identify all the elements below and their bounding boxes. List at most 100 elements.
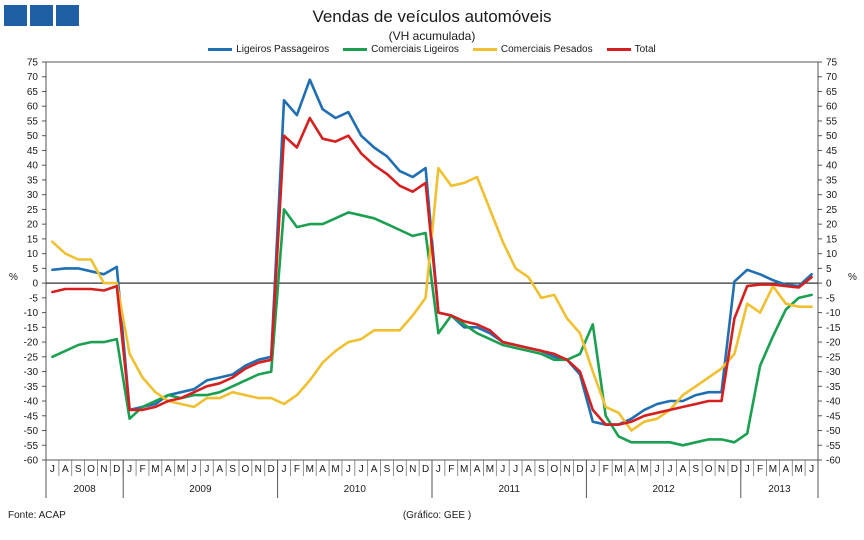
y-tick-label-right: -10	[826, 308, 841, 319]
series-line-comerciais-pesados	[51, 166, 813, 432]
month-tick-label: A	[319, 464, 326, 475]
y-tick-label-right: 75	[826, 58, 838, 69]
y-tick-label-left: 50	[27, 131, 39, 142]
logo-square	[56, 5, 79, 26]
legend-swatch	[472, 48, 497, 51]
y-tick-label-left: 5	[32, 264, 38, 275]
month-tick-label: D	[422, 464, 429, 475]
month-tick-label: A	[165, 464, 172, 475]
month-tick-label: S	[692, 464, 699, 475]
month-tick-label: O	[87, 464, 95, 475]
y-tick-label-left: 65	[27, 87, 39, 98]
month-tick-label: M	[177, 464, 185, 475]
y-tick-label-left: -35	[24, 382, 39, 393]
month-tick-label: J	[500, 464, 505, 475]
y-tick-label-left: -50	[24, 426, 39, 437]
month-tick-label: A	[782, 464, 789, 475]
month-tick-label: A	[216, 464, 223, 475]
month-tick-label: F	[603, 464, 609, 475]
month-tick-label: O	[550, 464, 558, 475]
y-tick-label-right: 45	[826, 146, 838, 157]
month-tick-label: A	[525, 464, 532, 475]
y-tick-label-left: 55	[27, 116, 39, 127]
y-tick-label-right: 10	[826, 249, 838, 260]
y-tick-label-left: -20	[24, 338, 39, 349]
y-tick-label-left: -60	[24, 456, 39, 467]
series-line-total	[51, 116, 813, 426]
legend-item-ligeiros: Ligeiros Passageiros	[208, 44, 329, 55]
month-tick-label: J	[809, 464, 814, 475]
y-tick-label-left: 60	[27, 102, 39, 113]
y-tick-label-left: 10	[27, 249, 39, 260]
y-axis-label-right: %	[848, 272, 857, 283]
y-tick-label-right: -35	[826, 382, 841, 393]
month-tick-label: M	[306, 464, 314, 475]
y-tick-label-left: -5	[29, 293, 38, 304]
month-tick-label: S	[229, 464, 236, 475]
month-tick-label: J	[204, 464, 209, 475]
logo-square	[4, 5, 27, 26]
month-tick-label: S	[384, 464, 391, 475]
y-tick-label-left: 40	[27, 161, 39, 172]
month-tick-label: F	[757, 464, 763, 475]
y-tick-label-left: -45	[24, 411, 39, 422]
month-tick-label: D	[576, 464, 583, 475]
logo	[4, 5, 79, 26]
month-tick-label: M	[614, 464, 622, 475]
y-tick-label-left: -40	[24, 397, 39, 408]
y-tick-label-right: -40	[826, 397, 841, 408]
month-tick-label: D	[268, 464, 275, 475]
source-note: Fonte: ACAP	[8, 510, 66, 521]
y-tick-label-right: 60	[826, 102, 838, 113]
month-tick-label: J	[127, 464, 132, 475]
year-tick-label: 2010	[344, 484, 367, 495]
month-tick-label: D	[731, 464, 738, 475]
y-tick-label-left: 20	[27, 220, 39, 231]
y-tick-label-left: 25	[27, 205, 39, 216]
y-tick-label-right: -45	[826, 411, 841, 422]
month-tick-label: F	[139, 464, 145, 475]
legend-item-comerciais-ligeiros: Comerciais Ligeiros	[343, 44, 459, 55]
y-tick-label-left: -30	[24, 367, 39, 378]
legend-label: Comerciais Ligeiros	[371, 44, 459, 55]
month-tick-label: A	[62, 464, 69, 475]
legend-item-comerciais-pesados: Comerciais Pesados	[472, 44, 593, 55]
month-tick-label: J	[745, 464, 750, 475]
credit-note: (Gráfico: GEE )	[402, 510, 472, 521]
month-tick-label: M	[769, 464, 777, 475]
y-tick-label-right: 30	[826, 190, 838, 201]
month-tick-label: O	[705, 464, 713, 475]
y-tick-label-left: -25	[24, 352, 39, 363]
month-tick-label: N	[255, 464, 262, 475]
y-tick-label-right: 65	[826, 87, 838, 98]
legend-swatch	[208, 48, 233, 51]
month-tick-label: J	[191, 464, 196, 475]
legend-label: Total	[634, 44, 656, 55]
month-tick-label: J	[655, 464, 660, 475]
month-tick-label: J	[436, 464, 441, 475]
y-tick-label-right: 25	[826, 205, 838, 216]
legend-swatch	[606, 48, 631, 51]
month-tick-label: J	[590, 464, 595, 475]
month-tick-label: N	[718, 464, 725, 475]
legend-label: Comerciais Pesados	[500, 44, 593, 55]
y-tick-label-left: 30	[27, 190, 39, 201]
y-tick-label-right: -20	[826, 338, 841, 349]
year-tick-label: 2009	[189, 484, 212, 495]
month-tick-label: N	[100, 464, 107, 475]
y-tick-label-right: 70	[826, 72, 838, 83]
y-tick-label-right: -30	[826, 367, 841, 378]
y-tick-label-left: 75	[27, 58, 39, 69]
month-tick-label: M	[460, 464, 468, 475]
y-tick-label-right: -60	[826, 456, 841, 467]
month-tick-label: J	[50, 464, 55, 475]
legend-item-total: Total	[606, 44, 656, 55]
year-tick-label: 2008	[73, 484, 96, 495]
month-tick-label: A	[628, 464, 635, 475]
logo-square	[30, 5, 53, 26]
month-tick-label: F	[448, 464, 454, 475]
year-tick-label: 2012	[652, 484, 675, 495]
y-tick-label-left: 0	[32, 279, 38, 290]
month-tick-label: D	[113, 464, 120, 475]
